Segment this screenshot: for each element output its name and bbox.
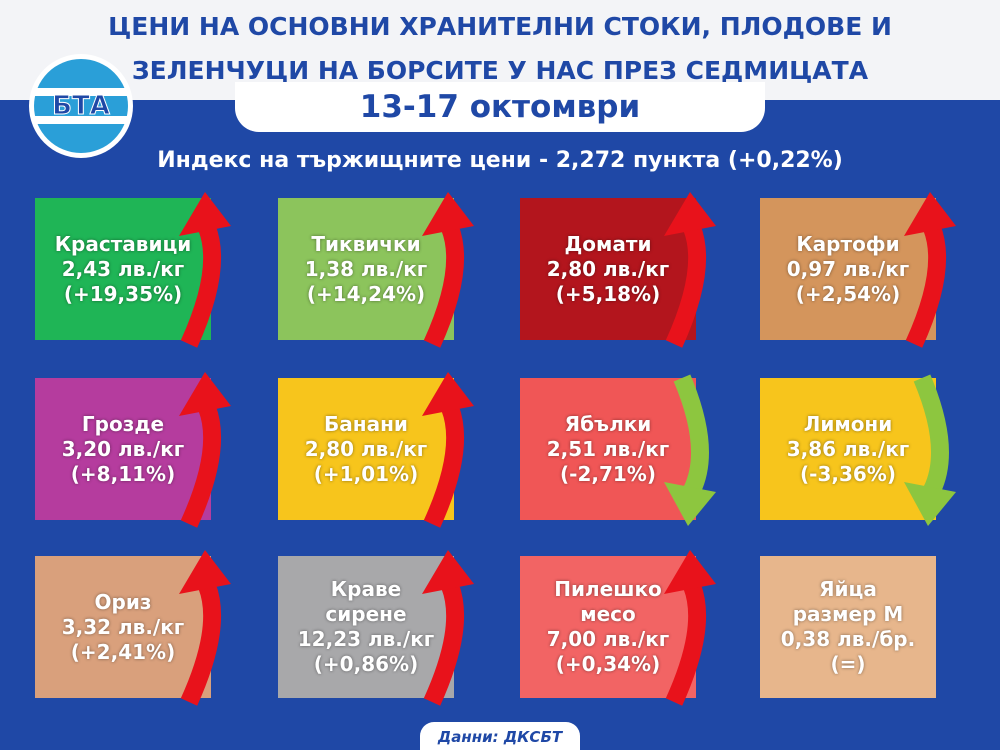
card-change: (+19,35%): [63, 281, 183, 306]
arrow-head: [664, 550, 716, 594]
date-range: 13-17 октомври: [235, 82, 765, 132]
arrow-head: [422, 372, 474, 416]
card-price: 2,43 лв./кг: [61, 256, 185, 281]
arrow-head: [904, 192, 956, 236]
arrow-body: [673, 374, 709, 494]
card-change: (+14,24%): [306, 281, 426, 306]
card-change: (+8,11%): [70, 461, 176, 486]
card-name: Тиквички: [311, 231, 421, 256]
arrow-head: [179, 372, 231, 416]
arrow-head: [179, 192, 231, 236]
arrow-head: [422, 550, 474, 594]
arrow-body: [905, 224, 947, 348]
arrow-body: [665, 582, 707, 706]
arrow-body: [423, 404, 465, 528]
price-card: Лимони 3,86 лв./кг (-3,36%): [760, 378, 936, 520]
price-card: Домати 2,80 лв./кг (+5,18%): [520, 198, 696, 340]
price-card: Пилешко месо 7,00 лв./кг (+0,34%): [520, 556, 696, 698]
source: Данни: ДКСБТ: [420, 722, 580, 750]
card-price: 2,80 лв./кг: [546, 256, 670, 281]
price-card: Тиквички 1,38 лв./кг (+14,24%): [278, 198, 454, 340]
card-change: (+2,41%): [70, 639, 176, 664]
arrow-body: [423, 224, 465, 348]
price-card: Банани 2,80 лв./кг (+1,01%): [278, 378, 454, 520]
card-name: Лимони: [803, 411, 893, 436]
arrow-head: [422, 192, 474, 236]
price-card: Краве сирене 12,23 лв./кг (+0,86%): [278, 556, 454, 698]
arrow-body: [665, 224, 707, 348]
card-price: 3,20 лв./кг: [61, 436, 185, 461]
arrow-head: [904, 482, 956, 526]
card-name: Яйца размер М: [792, 577, 904, 626]
card-price: 2,51 лв./кг: [546, 436, 670, 461]
arrow-head: [179, 550, 231, 594]
card-name: Картофи: [796, 231, 900, 256]
arrow-head: [664, 192, 716, 236]
price-card: Грозде 3,20 лв./кг (+8,11%): [35, 378, 211, 520]
title-line: ЦЕНИ НА ОСНОВНИ ХРАНИТЕЛНИ СТОКИ, ПЛОДОВ…: [108, 12, 892, 41]
card-change: (+1,01%): [313, 461, 419, 486]
card-price: 0,97 лв./кг: [786, 256, 910, 281]
card-change: (+0,34%): [555, 652, 661, 676]
arrow-body: [913, 374, 949, 494]
arrow-head: [664, 482, 716, 526]
price-card: Ориз 3,32 лв./кг (+2,41%): [35, 556, 211, 698]
card-change: (+2,54%): [795, 281, 901, 306]
price-card: Яйца размер М 0,38 лв./бр. (=): [760, 556, 936, 698]
card-change: (+0,86%): [313, 652, 419, 676]
arrow-body: [180, 582, 222, 706]
card-name: Ябълки: [564, 411, 652, 436]
arrow-body: [423, 582, 465, 706]
logo-text: БТА: [52, 91, 110, 121]
arrow-body: [180, 404, 222, 528]
card-name: Краставици: [54, 231, 192, 256]
card-change: (-2,71%): [560, 461, 656, 486]
card-name: Ориз: [94, 589, 152, 614]
card-change: (=): [830, 652, 866, 676]
price-card: Ябълки 2,51 лв./кг (-2,71%): [520, 378, 696, 520]
card-price: 0,38 лв./бр.: [780, 627, 916, 651]
card-price: 3,86 лв./кг: [786, 436, 910, 461]
card-price: 12,23 лв./кг: [297, 627, 435, 651]
card-change: (+5,18%): [555, 281, 661, 306]
arrow-body: [180, 224, 222, 348]
index-line: Индекс на тържищните цени - 2,272 пункта…: [157, 148, 843, 173]
card-price: 3,32 лв./кг: [61, 614, 185, 639]
card-price: 7,00 лв./кг: [546, 627, 670, 651]
price-card: Краставици 2,43 лв./кг (+19,35%): [35, 198, 211, 340]
card-name: Домати: [564, 231, 652, 256]
card-name: Грозде: [81, 411, 165, 436]
card-name: Банани: [324, 411, 408, 436]
logo: БТА: [29, 54, 133, 158]
price-card: Картофи 0,97 лв./кг (+2,54%): [760, 198, 936, 340]
card-name: Пилешко месо: [554, 577, 662, 626]
card-price: 1,38 лв./кг: [304, 256, 428, 281]
card-change: (-3,36%): [800, 461, 896, 486]
title-line: ЗЕЛЕНЧУЦИ НА БОРСИТЕ У НАС ПРЕЗ СЕДМИЦАТ…: [131, 56, 869, 85]
card-price: 2,80 лв./кг: [304, 436, 428, 461]
card-name: Краве сирене: [325, 577, 407, 626]
